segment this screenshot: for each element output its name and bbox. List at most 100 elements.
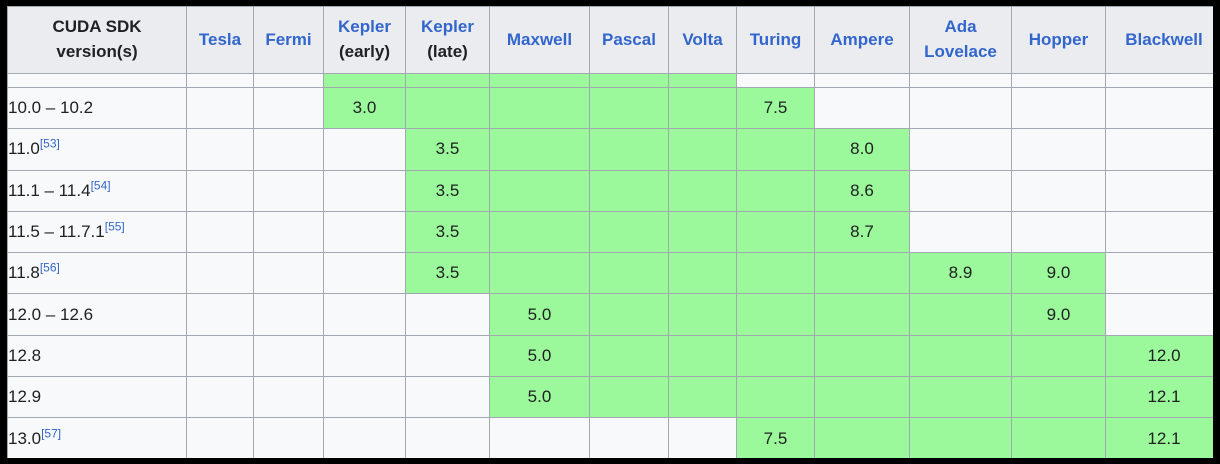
turing-link[interactable]: Turing xyxy=(749,29,802,49)
cell xyxy=(1011,169,1106,212)
cell xyxy=(736,376,815,419)
cell xyxy=(323,73,406,88)
cell xyxy=(668,334,737,378)
cell xyxy=(405,293,490,336)
cell xyxy=(186,86,254,130)
sdk-version-label: 11.0[53] xyxy=(7,128,187,171)
cell xyxy=(589,252,669,295)
cell xyxy=(736,293,815,336)
table-row-12.9: 12.9 5.0 12.1 xyxy=(7,376,1213,419)
sdk-version-label: 12.8 xyxy=(7,334,187,378)
cell xyxy=(253,417,324,458)
cuda-support-table-wrap: CUDA SDK version(s) Tesla Fermi Kepler (… xyxy=(7,6,1213,458)
cuda-sdk-label-line1: CUDA SDK xyxy=(52,17,142,37)
cell xyxy=(814,252,910,295)
header-row: CUDA SDK version(s) Tesla Fermi Kepler (… xyxy=(7,6,1213,74)
cell xyxy=(186,252,254,295)
cell xyxy=(1105,169,1213,212)
sdk-version-label: 11.8[56] xyxy=(7,252,187,295)
cell xyxy=(814,86,910,130)
cell xyxy=(668,73,737,88)
fermi-link[interactable]: Fermi xyxy=(265,29,312,49)
cell: 8.9 xyxy=(909,252,1012,295)
hopper-link[interactable]: Hopper xyxy=(1028,29,1089,49)
cell xyxy=(589,128,669,171)
cell xyxy=(909,417,1012,458)
cell xyxy=(668,252,737,295)
ada-lovelace-link[interactable]: Ada Lovelace xyxy=(924,17,997,61)
col-header-pascal: Pascal xyxy=(589,6,669,74)
cell xyxy=(253,252,324,295)
cuda-sdk-label-line2: version(s) xyxy=(56,42,138,61)
cell xyxy=(668,86,737,130)
reference-link[interactable]: [54] xyxy=(90,178,111,193)
cell: 5.0 xyxy=(489,293,590,336)
cell: 5.0 xyxy=(489,376,590,419)
col-header-kepler-early: Kepler (early) xyxy=(323,6,406,74)
col-header-turing: Turing xyxy=(736,6,815,74)
cell xyxy=(253,86,324,130)
cell xyxy=(323,169,406,212)
cell xyxy=(489,252,590,295)
cell xyxy=(814,417,910,458)
cell xyxy=(814,334,910,378)
cell xyxy=(186,376,254,419)
volta-link[interactable]: Volta xyxy=(682,29,723,49)
kepler-late-link[interactable]: Kepler xyxy=(421,17,474,37)
cell xyxy=(736,334,815,378)
cell xyxy=(1105,128,1213,171)
cell xyxy=(1105,86,1213,130)
reference-link[interactable]: [53] xyxy=(39,136,60,151)
reference-link[interactable]: [57] xyxy=(41,425,62,440)
cutoff-previous-row xyxy=(7,73,1213,88)
blackwell-link[interactable]: Blackwell xyxy=(1125,29,1203,49)
cell xyxy=(323,417,406,458)
cell: 7.5 xyxy=(736,86,815,130)
cell: 3.5 xyxy=(405,128,490,171)
cell xyxy=(489,417,590,458)
cell xyxy=(909,169,1012,212)
col-header-ampere: Ampere xyxy=(814,6,910,74)
cell xyxy=(814,73,910,88)
cell xyxy=(253,293,324,336)
col-header-ada-lovelace: Ada Lovelace xyxy=(909,6,1012,74)
cell xyxy=(405,417,490,458)
sdk-version-label: 13.0[57] xyxy=(7,417,187,458)
col-header-kepler-late: Kepler (late) xyxy=(405,6,490,74)
ampere-link[interactable]: Ampere xyxy=(830,29,894,49)
cell xyxy=(323,293,406,336)
pascal-link[interactable]: Pascal xyxy=(602,29,656,49)
kepler-early-link[interactable]: Kepler xyxy=(338,17,391,37)
maxwell-link[interactable]: Maxwell xyxy=(506,29,573,49)
cell xyxy=(186,169,254,212)
cell xyxy=(405,73,490,88)
cell: 7.5 xyxy=(736,417,815,458)
cell xyxy=(668,210,737,254)
reference-link[interactable]: [56] xyxy=(39,260,60,275)
reference-link[interactable]: [55] xyxy=(104,219,125,234)
col-header-tesla: Tesla xyxy=(186,6,254,74)
cell: 9.0 xyxy=(1011,252,1106,295)
cell xyxy=(323,128,406,171)
cell xyxy=(1011,376,1106,419)
cell xyxy=(814,376,910,419)
cell xyxy=(1105,73,1213,88)
cell xyxy=(1011,417,1106,458)
cell: 5.0 xyxy=(489,334,590,378)
cell xyxy=(909,334,1012,378)
tesla-link[interactable]: Tesla xyxy=(198,29,242,49)
cell xyxy=(186,210,254,254)
table-row-11.5-11.7.1: 11.5 – 11.7.1[55] 3.5 8.7 xyxy=(7,210,1213,254)
cell xyxy=(909,376,1012,419)
cell xyxy=(589,86,669,130)
cell: 12.0 xyxy=(1105,334,1213,378)
cell xyxy=(489,169,590,212)
col-header-cuda-sdk-version: CUDA SDK version(s) xyxy=(7,6,187,74)
cell: 8.0 xyxy=(814,128,910,171)
cell xyxy=(736,210,815,254)
cell xyxy=(186,293,254,336)
table-row-13.0: 13.0[57] 7.5 12.1 xyxy=(7,417,1213,458)
cell xyxy=(186,73,254,88)
cell xyxy=(736,128,815,171)
cell xyxy=(909,293,1012,336)
